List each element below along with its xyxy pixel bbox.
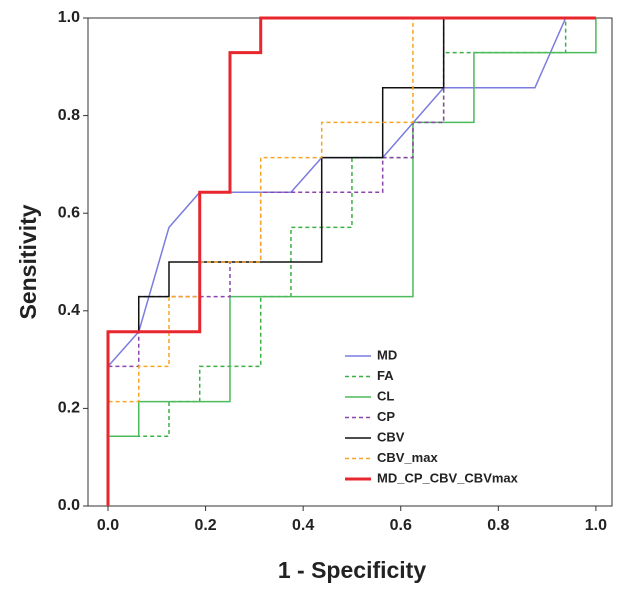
legend-label: CBV [377, 429, 405, 444]
legend-label: FA [377, 368, 394, 383]
y-tick-label: 0.2 [58, 400, 80, 417]
legend-label: CP [377, 409, 395, 424]
roc-line [107, 18, 597, 506]
roc-line [107, 17, 596, 506]
y-tick-label: 0.4 [58, 302, 80, 319]
roc-line [106, 16, 596, 506]
plot-frame [87, 17, 613, 507]
legend-label: MD_CP_CBV_CBVmax [377, 470, 519, 485]
x-tick-label: 0.0 [97, 517, 119, 534]
y-tick-label: 0.8 [58, 107, 80, 124]
legend-label: MD [377, 347, 397, 362]
x-tick-label: 0.6 [390, 517, 412, 534]
y-tick-label: 0.0 [58, 497, 80, 514]
roc-line [107, 17, 596, 506]
x-tick-label: 0.4 [292, 517, 314, 534]
y-tick-label: 1.0 [58, 9, 80, 26]
x-tick-label: 0.8 [487, 517, 509, 534]
x-axis-title: 1 - Specificity [278, 557, 426, 583]
y-tick-label: 0.6 [58, 204, 80, 221]
legend-label: CBV_max [377, 450, 438, 465]
roc-line [107, 17, 596, 506]
x-tick-label: 0.2 [194, 517, 216, 534]
legend-label: CL [377, 388, 394, 403]
x-tick-label: 1.0 [585, 517, 607, 534]
roc-line [107, 17, 596, 506]
y-axis-title: Sensitivity [15, 204, 41, 319]
